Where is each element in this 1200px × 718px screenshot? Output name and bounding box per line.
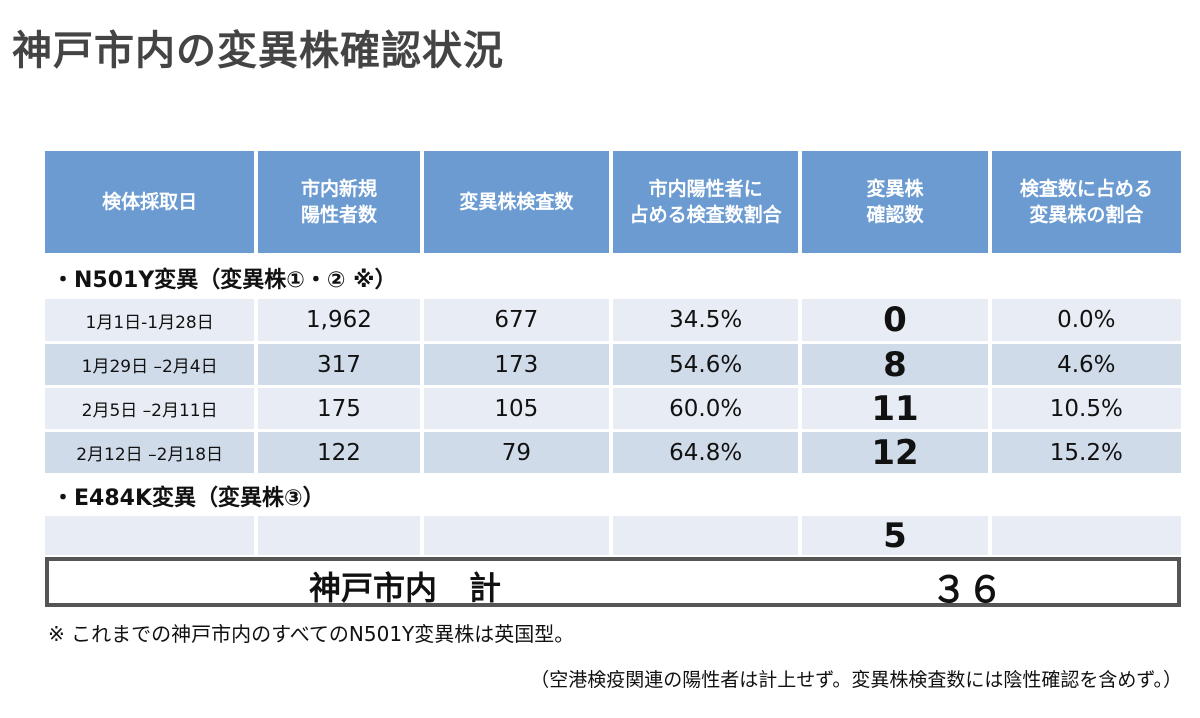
header-test-ratio: 市内陽性者に 占める検査数割合 xyxy=(613,151,799,253)
cell-variant-ratio xyxy=(991,516,1181,555)
cell-variant-tests: 105 xyxy=(423,388,609,429)
cell-new-positives: 175 xyxy=(258,388,420,429)
cell-variant-ratio: 4.6% xyxy=(991,344,1181,385)
header-variant-ratio: 検査数に占める 変異株の割合 xyxy=(991,151,1181,253)
table-row: 1月29日 –2月4日 317 173 54.6% 8 4.6% xyxy=(45,344,1181,385)
cell-date: 2月5日 –2月11日 xyxy=(45,388,255,429)
cell-variant-confirmed: 11 xyxy=(802,388,988,429)
cell-variant-confirmed: 0 xyxy=(802,299,988,341)
table-row-e484k: 5 xyxy=(45,516,1181,556)
cell-variant-tests: 677 xyxy=(423,299,609,341)
cell-variant-ratio: 0.0% xyxy=(991,299,1181,341)
page-title: 神戸市内の変異株確認状況 xyxy=(12,28,504,74)
cell-variant-ratio: 10.5% xyxy=(991,388,1181,429)
cell-variant-confirmed: 8 xyxy=(802,344,988,385)
section-n501y: ・N501Y変異（変異株①・② ※） xyxy=(52,268,397,293)
cell-date: 1月29日 –2月4日 xyxy=(45,344,255,385)
cell-variant-tests xyxy=(423,516,609,555)
cell-new-positives: 317 xyxy=(258,344,420,385)
cell-new-positives: 1,962 xyxy=(258,299,420,341)
cell-variant-ratio: 15.2% xyxy=(991,432,1181,473)
cell-test-ratio: 64.8% xyxy=(613,432,799,473)
header-new-positives: 市内新規 陽性者数 xyxy=(258,151,420,253)
cell-variant-tests: 173 xyxy=(423,344,609,385)
table-header: 検体採取日 市内新規 陽性者数 変異株検査数 市内陽性者に 占める検査数割合 変… xyxy=(45,151,1181,253)
cell-variant-tests: 79 xyxy=(423,432,609,473)
table-row: 1月1日-1月28日 1,962 677 34.5% 0 0.0% xyxy=(45,299,1181,341)
header-variant-tests: 変異株検査数 xyxy=(423,151,609,253)
cell-new-positives: 122 xyxy=(258,432,420,473)
section-e484k: ・E484K変異（変異株③） xyxy=(52,486,325,511)
cell-date: 2月12日 –2月18日 xyxy=(45,432,255,473)
footnote: ※ これまでの神戸市内のすべてのN501Y変異株は英国型。 xyxy=(48,622,575,646)
cell-test-ratio: 54.6% xyxy=(613,344,799,385)
total-value: ３６ xyxy=(930,570,1003,611)
cell-date: 1月1日-1月28日 xyxy=(45,299,255,341)
header-sample-date: 検体採取日 xyxy=(45,151,255,253)
header-variant-confirmed: 変異株 確認数 xyxy=(802,151,988,253)
cell-variant-confirmed: 12 xyxy=(802,432,988,473)
total-label: 神戸市内 計 xyxy=(309,569,502,607)
cell-date xyxy=(45,516,255,555)
cell-test-ratio xyxy=(613,516,799,555)
total-row: 神戸市内 計 ３６ xyxy=(45,557,1181,611)
table-row: 2月5日 –2月11日 175 105 60.0% 11 10.5% xyxy=(45,388,1181,429)
cell-new-positives xyxy=(258,516,420,555)
cell-test-ratio: 60.0% xyxy=(613,388,799,429)
cell-test-ratio: 34.5% xyxy=(613,299,799,341)
sub-footnote: （空港検疫関連の陽性者は計上せず。変異株検査数には陰性確認を含めず。） xyxy=(530,669,1182,691)
cell-variant-confirmed: 5 xyxy=(802,516,988,556)
table-row: 2月12日 –2月18日 122 79 64.8% 12 15.2% xyxy=(45,432,1181,473)
